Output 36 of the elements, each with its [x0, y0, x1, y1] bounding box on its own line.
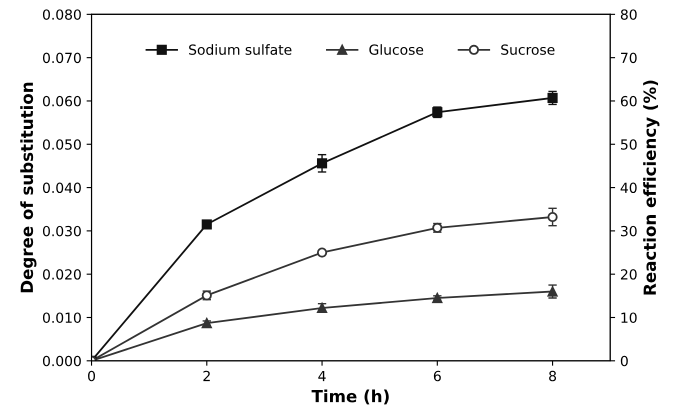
y2-tick-label: 50	[620, 139, 637, 150]
legend-label: Sucrose	[501, 44, 554, 55]
y-tick-label: 0.050	[42, 139, 81, 150]
point	[202, 219, 212, 230]
y-axis-title: Degree of substitution	[20, 82, 36, 292]
point	[202, 318, 212, 328]
point	[316, 302, 328, 314]
legend-label: Sodium sulfate	[189, 44, 292, 55]
y-tick-label: 0.040	[42, 182, 81, 194]
y2-tick-label: 70	[621, 52, 637, 64]
point	[432, 292, 442, 304]
y-tick-label: 0.000	[42, 356, 81, 366]
y2-tick-label: 10	[621, 312, 637, 323]
x-axis-title: Time (h)	[312, 390, 389, 404]
x-tick-label: 4	[318, 370, 326, 382]
y2-tick-label: 30	[620, 226, 637, 236]
y-tick-label: 0.060	[42, 96, 81, 106]
x-tick-label: 0	[88, 370, 96, 382]
point	[548, 212, 558, 222]
y2-tick-label: 80	[620, 9, 637, 20]
y-tick-label: 0.080	[42, 9, 81, 20]
legend-label: Glucose	[369, 44, 424, 55]
point	[316, 158, 328, 168]
y-tick-label: 0.020	[42, 269, 81, 280]
point	[316, 247, 328, 258]
y-tick-label: 0.010	[42, 312, 81, 323]
y2-tick-label: 40	[620, 182, 637, 194]
y2-tick-label: 60	[620, 96, 637, 106]
x-tick-label: 8	[549, 370, 556, 382]
x-tick-label: 6	[434, 370, 441, 382]
y2-axis-title: Reaction efficiency (%)	[643, 80, 660, 294]
y-tick-label: 0.030	[42, 226, 81, 236]
x-tick-label: 2	[203, 370, 210, 382]
y2-tick-label: 0	[620, 356, 628, 366]
y2-tick-label: 20	[620, 269, 637, 280]
y-tick-label: 0.070	[42, 52, 81, 64]
